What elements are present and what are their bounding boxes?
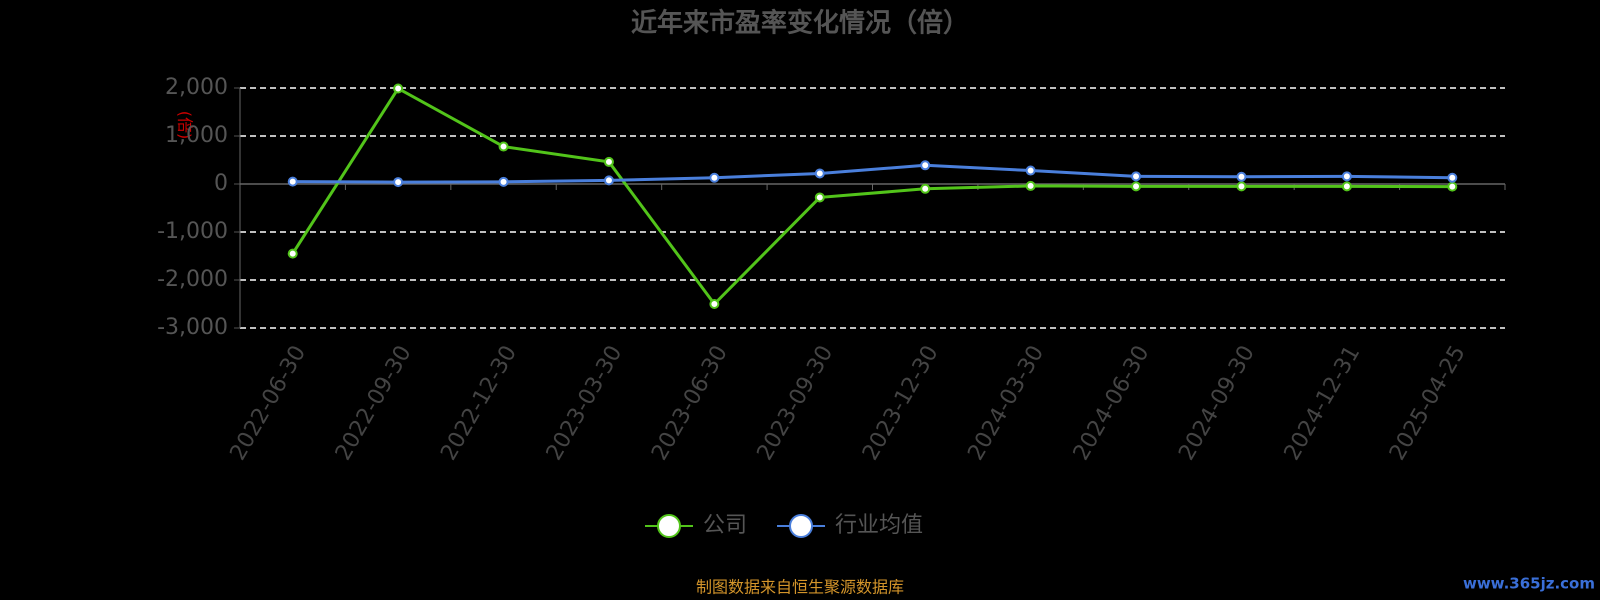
- watermark: www.365jz.com: [1463, 575, 1595, 593]
- x-tick-label: 2024-06-30: [1069, 342, 1155, 465]
- point: [1236, 181, 1247, 192]
- point: [1341, 181, 1352, 192]
- legend-marker: [657, 514, 681, 538]
- x-tick-label: 2023-03-30: [542, 342, 628, 465]
- y-tick-label: 2,000: [165, 75, 228, 100]
- x-tick-label: 2023-09-30: [753, 342, 839, 465]
- legend-label: 公司: [703, 513, 747, 538]
- y-tick-label: -1,000: [157, 219, 228, 244]
- point: [1447, 181, 1458, 192]
- point: [287, 248, 298, 259]
- point: [287, 176, 298, 187]
- y-tick-label: -2,000: [157, 267, 228, 292]
- legend-marker: [789, 514, 814, 538]
- source-note: 制图数据来自恒生聚源数据库: [696, 578, 904, 597]
- point: [1447, 172, 1458, 183]
- x-tick-label: 2022-12-30: [436, 342, 522, 465]
- point: [1341, 171, 1352, 182]
- point: [814, 168, 825, 179]
- x-tick-label: 2024-03-30: [963, 342, 1049, 465]
- y-axis-label: (倍): [176, 111, 195, 140]
- point: [1131, 181, 1142, 192]
- point: [603, 175, 614, 186]
- point: [920, 183, 931, 194]
- y-tick-label: 1,000: [165, 123, 228, 148]
- series-line: [292, 163, 1453, 184]
- x-tick-label: 2024-09-30: [1174, 342, 1260, 465]
- point: [709, 299, 720, 309]
- x-tick-label: 2023-06-30: [647, 342, 733, 465]
- point: [1025, 180, 1036, 191]
- point: [1236, 171, 1247, 182]
- chart-title: 近年来市盈率变化情况（倍）: [631, 8, 969, 39]
- point: [393, 83, 404, 94]
- point: [1131, 171, 1142, 182]
- x-tick-label: 2024-12-31: [1280, 342, 1366, 465]
- x-tick-label: 2022-06-30: [226, 342, 312, 465]
- point: [709, 172, 720, 183]
- point: [1025, 165, 1036, 176]
- point: [393, 177, 404, 188]
- point: [920, 160, 931, 171]
- y-tick-label: 0: [214, 171, 228, 196]
- x-tick-label: 2023-12-30: [858, 342, 944, 465]
- x-tick-label: 2025-04-25: [1385, 342, 1471, 465]
- x-tick-label: 2022-09-30: [331, 342, 417, 465]
- point: [814, 192, 825, 203]
- y-tick-label: -3,000: [157, 315, 228, 340]
- series-line: [291, 86, 1453, 307]
- point: [498, 176, 509, 187]
- legend-label: 行业均值: [835, 513, 923, 538]
- point: [603, 156, 614, 167]
- point: [498, 141, 509, 152]
